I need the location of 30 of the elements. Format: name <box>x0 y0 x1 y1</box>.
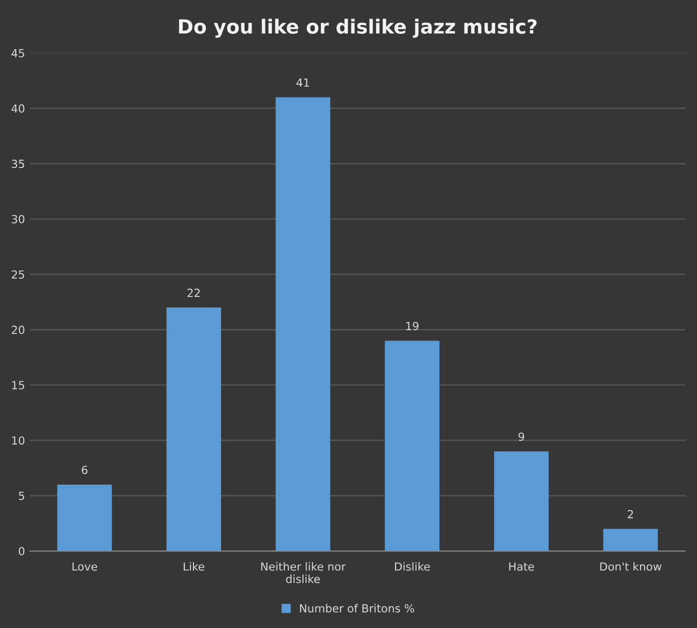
x-tick-label: Love <box>72 562 98 571</box>
data-label: 9 <box>518 432 524 441</box>
y-tick-label: 5 <box>18 492 24 500</box>
chart-title: Do you like or dislike jazz music? <box>179 18 537 38</box>
bar <box>276 97 330 552</box>
y-tick-label: 25 <box>12 270 24 279</box>
y-tick-label: 35 <box>12 160 24 168</box>
y-tick-label: 40 <box>12 104 24 113</box>
bar <box>166 308 222 552</box>
y-tick-label: 10 <box>12 436 24 445</box>
data-label: 19 <box>406 322 418 330</box>
data-label: 2 <box>628 510 633 518</box>
data-label: 22 <box>188 288 200 297</box>
x-tick-label: Don't know <box>600 562 662 571</box>
y-tick-label: 20 <box>12 326 24 334</box>
x-tick-label: Like <box>184 562 204 571</box>
y-tick-label: 0 <box>18 546 24 556</box>
bar <box>603 528 658 552</box>
bar <box>494 451 549 552</box>
bar <box>384 340 440 552</box>
x-tick-label: Dislike <box>395 562 430 571</box>
y-tick-label: 30 <box>12 214 24 224</box>
x-tick-label: Hate <box>509 562 534 571</box>
data-label: 6 <box>82 466 88 474</box>
y-tick-label: 45 <box>12 49 24 58</box>
bar <box>57 484 112 552</box>
y-tick-label: 15 <box>12 381 24 390</box>
legend-label: Number of Britons % <box>300 604 414 613</box>
x-tick-label: Neither like nor dislike <box>261 562 346 584</box>
data-label: 41 <box>296 78 310 87</box>
